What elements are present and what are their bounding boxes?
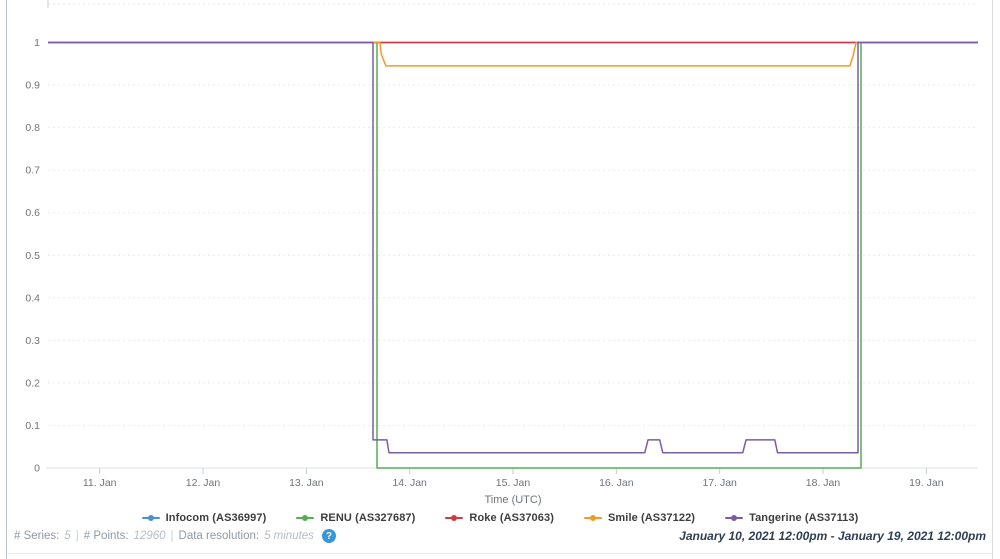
data-resolution-value: 5 minutes: [264, 530, 314, 542]
data-resolution-label: Data resolution:: [178, 530, 260, 542]
x-tick-label: 16. Jan: [599, 477, 634, 489]
y-tick-label: 0.4: [25, 292, 40, 304]
y-tick-label: 0.7: [25, 165, 40, 177]
panel-border-right: [992, 0, 993, 559]
status-separator: |: [75, 530, 79, 542]
legend-marker-icon: [296, 515, 315, 522]
y-tick-label: 0.9: [25, 80, 40, 92]
legend-label: Roke (AS37063): [469, 512, 554, 524]
y-tick-label: 0.8: [25, 122, 40, 134]
legend-item[interactable]: Smile (AS37122): [583, 512, 696, 524]
panel-border-left: [6, 0, 7, 559]
y-tick-label: 1: [34, 37, 40, 49]
legend-marker-icon: [725, 515, 744, 522]
legend-item[interactable]: Roke (AS37063): [445, 512, 554, 524]
help-icon[interactable]: ?: [321, 529, 336, 543]
series-count-label: # Series:: [14, 530, 60, 542]
status-bar: # Series: 5 | # Points: 12960 | Data res…: [14, 529, 336, 543]
legend-label: Smile (AS37122): [607, 512, 696, 524]
x-tick-label: 14. Jan: [392, 477, 427, 489]
points-count-value: 12960: [133, 530, 166, 542]
legend-item[interactable]: Infocom (AS36997): [141, 512, 267, 524]
points-count-label: # Points:: [83, 530, 129, 542]
bottom-bar: # Series: 5 | # Points: 12960 | Data res…: [14, 529, 986, 543]
legend-item[interactable]: RENU (AS327687): [296, 512, 415, 524]
legend-label: Infocom (AS36997): [165, 512, 267, 524]
x-axis-title: Time (UTC): [484, 494, 542, 506]
y-tick-label: 0: [34, 463, 40, 475]
chart-legend: Infocom (AS36997) RENU (AS327687) Roke (AS…: [0, 512, 1000, 524]
legend-marker-icon: [445, 515, 464, 522]
panel-border-bottom: [7, 553, 992, 554]
y-tick-label: 0.5: [25, 250, 40, 262]
y-tick-label: 0.3: [25, 335, 40, 347]
x-tick-label: 11. Jan: [83, 477, 117, 489]
y-tick-label: 0.6: [25, 207, 40, 219]
date-range-label: January 10, 2021 12:00pm - January 19, 2…: [679, 529, 986, 543]
x-tick-label: 13. Jan: [289, 477, 324, 489]
x-tick-label: 18. Jan: [806, 477, 841, 489]
chart-svg[interactable]: 0 0.1 0.2 0.3 0.4 0.5 0.6 0.7 0.8 0.9 1 11. Jan 12. …: [0, 0, 1000, 492]
legend-marker-icon: [583, 515, 602, 522]
y-tick-label: 0.1: [25, 420, 40, 432]
x-tick-label: 12. Jan: [186, 477, 221, 489]
x-tick-label: 17. Jan: [702, 477, 737, 489]
legend-marker-icon: [141, 515, 160, 522]
status-separator: |: [170, 530, 174, 542]
legend-label: RENU (AS327687): [320, 512, 416, 524]
series-line-tangerine[interactable]: [48, 41, 978, 454]
series-line-smile[interactable]: [48, 41, 978, 67]
legend-label: Tangerine (AS37113): [749, 512, 859, 524]
y-tick-label: 0.2: [25, 377, 40, 389]
legend-item[interactable]: Tangerine (AS37113): [725, 512, 858, 524]
x-tick-label: 15. Jan: [496, 477, 531, 489]
x-tick-label: 19. Jan: [909, 477, 944, 489]
series-count-value: 5: [64, 530, 71, 542]
